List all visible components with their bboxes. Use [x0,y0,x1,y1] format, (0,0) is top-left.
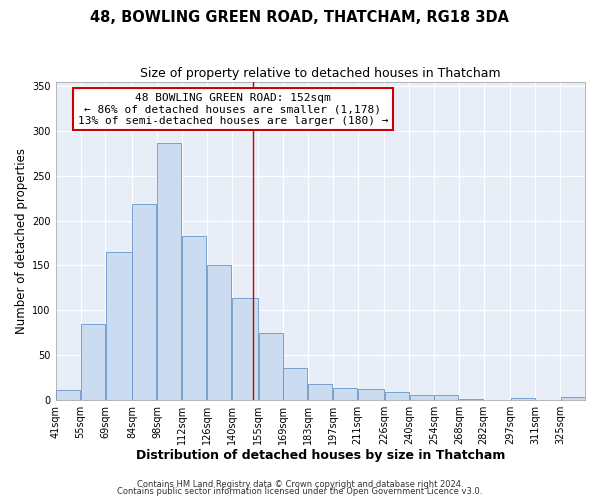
Text: 48 BOWLING GREEN ROAD: 152sqm
← 86% of detached houses are smaller (1,178)
13% o: 48 BOWLING GREEN ROAD: 152sqm ← 86% of d… [78,93,388,126]
Bar [207,266,231,400]
Bar [333,388,357,400]
Bar [133,204,157,400]
Bar [358,389,384,400]
Bar [106,252,131,400]
Bar [434,395,458,400]
Bar [460,399,484,400]
Text: 48, BOWLING GREEN ROAD, THATCHAM, RG18 3DA: 48, BOWLING GREEN ROAD, THATCHAM, RG18 3… [91,10,509,25]
Bar [511,398,535,400]
Bar [308,384,332,400]
Bar [157,142,181,400]
Bar [560,397,584,400]
Bar [410,395,434,400]
Text: Contains public sector information licensed under the Open Government Licence v3: Contains public sector information licen… [118,488,482,496]
Bar [259,332,283,400]
Bar [232,298,258,400]
Bar [385,392,409,400]
Y-axis label: Number of detached properties: Number of detached properties [15,148,28,334]
X-axis label: Distribution of detached houses by size in Thatcham: Distribution of detached houses by size … [136,450,505,462]
Bar [182,236,206,400]
Bar [81,324,105,400]
Bar [56,390,80,400]
Title: Size of property relative to detached houses in Thatcham: Size of property relative to detached ho… [140,68,500,80]
Bar [283,368,307,400]
Text: Contains HM Land Registry data © Crown copyright and database right 2024.: Contains HM Land Registry data © Crown c… [137,480,463,489]
